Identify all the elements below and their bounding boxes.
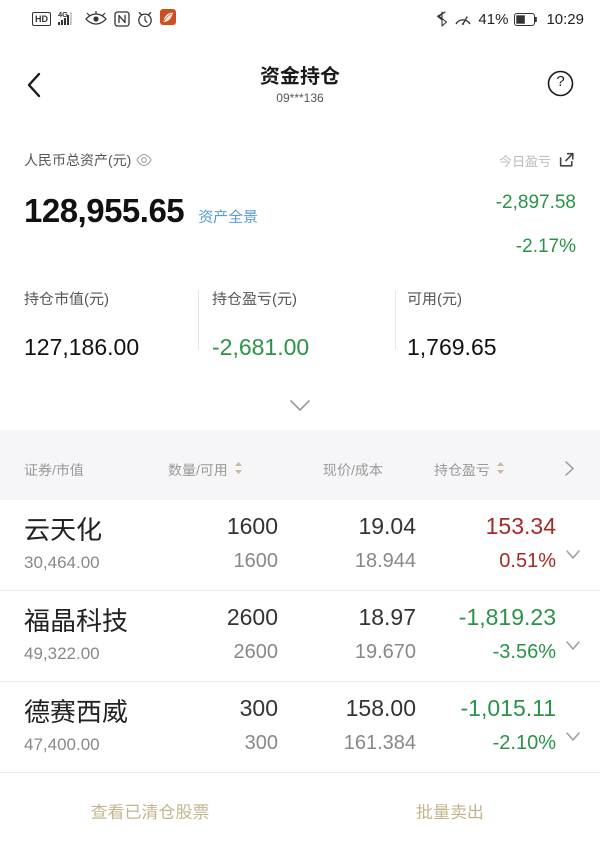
svg-text:4G: 4G [58, 10, 68, 19]
